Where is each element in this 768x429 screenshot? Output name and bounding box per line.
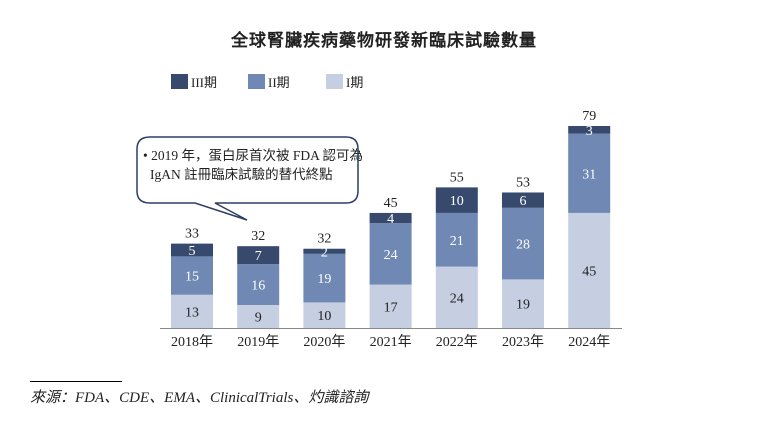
bar-segment xyxy=(171,256,213,295)
data-label: 21 xyxy=(450,234,464,249)
total-label: 33 xyxy=(185,227,199,242)
data-label: 3 xyxy=(586,124,593,139)
callout-bubble xyxy=(136,136,359,221)
data-label: 31 xyxy=(582,167,596,182)
source-note: 來源：FDA、CDE、EMA、ClinicalTrials、灼識諮詢 xyxy=(30,390,369,406)
annotation-callout: • 2019 年，蛋白尿首次被 FDA 認可為 IgAN 註冊臨床試驗的替代終點 xyxy=(136,136,363,221)
data-label: 28 xyxy=(516,238,530,253)
bar-segment xyxy=(237,246,280,265)
bar-segment xyxy=(568,212,611,328)
data-label: 6 xyxy=(520,194,527,209)
legend-label: I期 xyxy=(346,75,364,90)
callout-line-2: IgAN 註冊臨床試驗的替代終點 xyxy=(150,167,333,182)
legend-swatch xyxy=(248,74,265,89)
bar-segment xyxy=(303,253,346,303)
x-tick-label: 2024年 xyxy=(568,334,610,350)
data-label: 2 xyxy=(321,245,328,260)
x-tick-label: 2021年 xyxy=(370,334,412,350)
bar-segment xyxy=(502,192,544,208)
data-label: 24 xyxy=(450,291,464,306)
bar-segment xyxy=(568,133,611,213)
chart-title: 全球腎臟疾病藥物研發新臨床試驗數量 xyxy=(231,31,537,51)
total-label: 55 xyxy=(450,170,464,185)
x-tick-label: 2023年 xyxy=(502,334,544,350)
bar-segment xyxy=(237,304,280,328)
bar-segment xyxy=(171,294,213,328)
x-tick-label: 2022年 xyxy=(436,334,478,350)
bar-segment xyxy=(502,279,544,328)
data-label: 19 xyxy=(516,298,530,313)
bar-segment xyxy=(303,248,346,254)
total-label: 32 xyxy=(251,229,265,244)
total-label: 53 xyxy=(516,175,530,190)
data-label: 4 xyxy=(387,212,394,227)
legend-label: II期 xyxy=(268,75,290,90)
bar-segment xyxy=(369,223,412,285)
data-label: 24 xyxy=(384,248,398,263)
bar-segment xyxy=(435,212,478,267)
bar-segment xyxy=(435,187,478,213)
data-label: 19 xyxy=(317,272,331,287)
data-label: 17 xyxy=(384,300,398,315)
data-label: 13 xyxy=(185,305,199,320)
bar-segment xyxy=(369,284,412,328)
data-label: 9 xyxy=(255,310,262,325)
data-label: 15 xyxy=(185,270,199,285)
legend-swatch xyxy=(326,74,343,89)
x-tick-label: 2019年 xyxy=(237,334,279,350)
bar-segment xyxy=(568,125,611,134)
x-tick-label: 2020年 xyxy=(303,334,345,350)
bar-segment xyxy=(435,266,478,328)
bar-segment xyxy=(303,302,346,328)
total-label: 79 xyxy=(582,109,596,124)
legend-item-phase1: I期 xyxy=(326,72,363,91)
callout-line-1: • 2019 年，蛋白尿首次被 FDA 認可為 xyxy=(143,148,363,163)
legend-swatch xyxy=(171,74,188,89)
x-tick-label: 2018年 xyxy=(171,334,213,350)
bar-segment xyxy=(502,207,544,280)
bar-segment xyxy=(369,212,412,224)
source-divider xyxy=(30,381,122,382)
legend-item-phase3: III期 xyxy=(171,72,217,91)
data-label: 10 xyxy=(317,309,331,324)
data-label: 10 xyxy=(450,194,464,209)
data-label: 5 xyxy=(189,244,196,259)
bar-segment xyxy=(171,243,213,257)
data-label: 45 xyxy=(582,264,596,279)
data-label: 7 xyxy=(255,249,262,264)
total-label: 32 xyxy=(317,232,331,247)
total-label: 45 xyxy=(384,196,398,211)
bar-segment xyxy=(237,264,280,305)
legend-label: III期 xyxy=(191,75,217,90)
legend-item-phase2: II期 xyxy=(248,72,290,91)
data-label: 16 xyxy=(251,279,265,294)
